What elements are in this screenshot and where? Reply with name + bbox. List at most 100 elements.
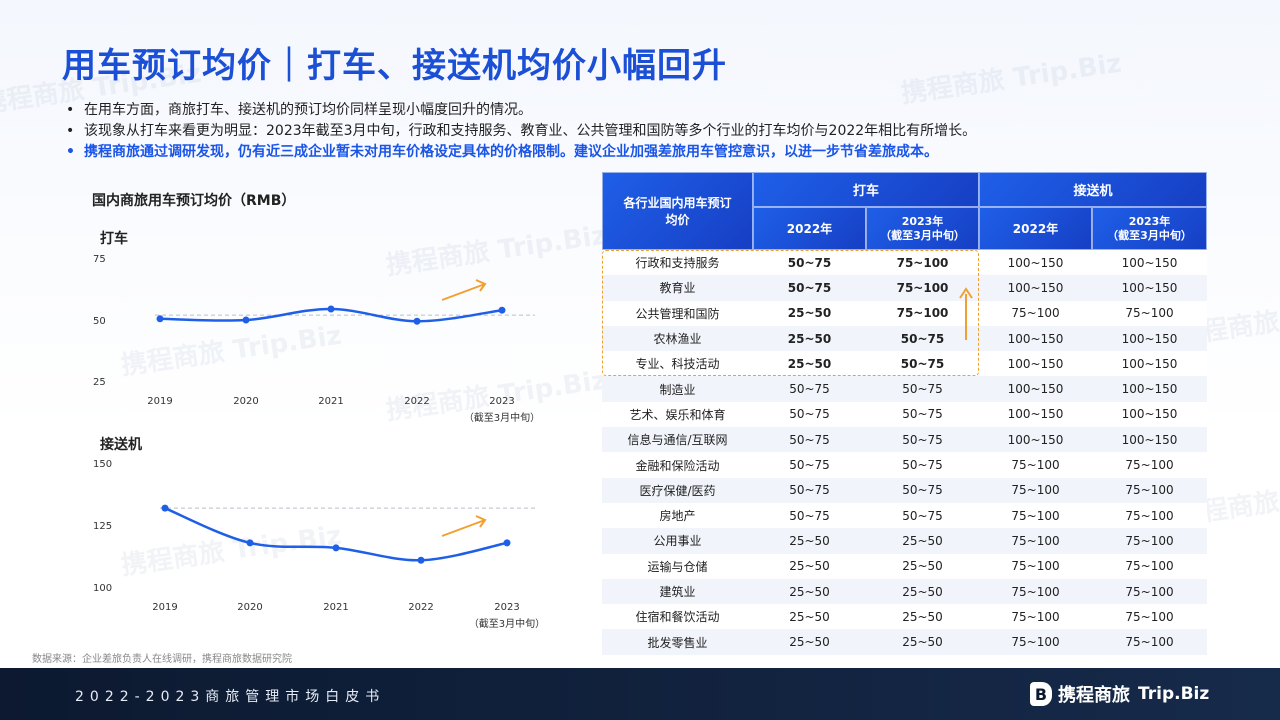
table-cell-value: 25~50: [753, 325, 866, 352]
x-tick-note: （截至3月中旬）: [463, 413, 541, 424]
table-cell-industry: 运输与仓储: [602, 553, 753, 579]
data-point: [161, 504, 169, 512]
data-point: [242, 316, 250, 324]
table-cell-value: 75~100: [979, 502, 1092, 529]
y-tick-label: 25: [93, 377, 106, 388]
table-cell-value: 75~100: [1092, 502, 1207, 529]
data-point: [503, 539, 511, 547]
trend-arrow-head: [475, 279, 487, 292]
x-tick-label: 2020: [210, 599, 290, 616]
table-row: 制造业 50~75 50~75 100~150 100~150: [602, 376, 1207, 402]
chart-subtitle-taxi: 打车: [100, 231, 128, 247]
trend-arrow: [441, 519, 486, 537]
table-row: 建筑业 25~50 25~50 75~100 75~100: [602, 578, 1207, 605]
table-cell-industry: 批发零售业: [602, 629, 753, 655]
table-cell-industry: 房地产: [602, 502, 753, 529]
data-point: [498, 306, 506, 314]
table-cell-value: 75~100: [1092, 300, 1207, 326]
x-tick-year: 2020: [237, 602, 263, 613]
table-cell-value: 75~100: [979, 477, 1092, 503]
x-tick-label: 2023 （截至3月中旬）: [467, 599, 547, 633]
footer-bar: 2022-2023商旅管理市场白皮书 B 携程商旅 Trip.Biz: [0, 668, 1280, 720]
table-header-2023: 2023年 （截至3月中旬）: [866, 207, 979, 250]
x-tick-label: 2021: [291, 393, 371, 410]
table-cell-industry: 信息与通信/互联网: [602, 427, 753, 453]
table-cell-value: 25~50: [753, 629, 866, 655]
brand-logo: B 携程商旅 Trip.Biz: [1030, 681, 1209, 707]
table-cell-value: 50~75: [866, 427, 979, 453]
x-tick-label: 2022: [377, 393, 457, 410]
table-row: 运输与仓储 25~50 25~50 75~100 75~100: [602, 553, 1207, 579]
brand-mark-icon: B: [1030, 682, 1052, 706]
table-cell-industry: 专业、科技活动: [602, 351, 753, 377]
table-cell-industry: 农林渔业: [602, 325, 753, 352]
table-cell-industry: 制造业: [602, 376, 753, 402]
table-cell-value: 100~150: [979, 427, 1092, 453]
table-cell-value: 25~50: [866, 629, 979, 655]
data-point: [332, 544, 340, 552]
data-point: [246, 539, 254, 547]
x-tick-year: 2022: [404, 396, 430, 407]
table-cell-value: 75~100: [979, 604, 1092, 630]
table-cell-value: 50~75: [753, 275, 866, 301]
table-row: 医疗保健/医药 50~75 50~75 75~100 75~100: [602, 477, 1207, 503]
table-cell-value: 100~150: [1092, 275, 1207, 301]
table-cell-value: 75~100: [1092, 553, 1207, 579]
table-body: 行政和支持服务 50~75 75~100 100~150 100~150 教育业 50~75…: [602, 250, 1207, 655]
table-cell-value: 50~75: [866, 401, 979, 428]
table-cell-value: 50~75: [753, 427, 866, 453]
table-row: 公用事业 25~50 25~50 75~100 75~100: [602, 528, 1207, 554]
x-tick-year: 2021: [323, 602, 349, 613]
table-cell-industry: 行政和支持服务: [602, 250, 753, 276]
table-cell-value: 75~100: [979, 629, 1092, 655]
table-cell-value: 100~150: [1092, 427, 1207, 453]
x-tick-label: 2022: [381, 599, 461, 616]
table-header-airport: 接送机: [979, 172, 1207, 207]
table-header-2023-note: （截至3月中旬）: [880, 228, 965, 242]
table-cell-value: 50~75: [753, 452, 866, 478]
table-row: 金融和保险活动 50~75 50~75 75~100 75~100: [602, 452, 1207, 478]
table-cell-industry: 建筑业: [602, 578, 753, 605]
table-cell-value: 100~150: [979, 275, 1092, 301]
data-point: [417, 556, 425, 564]
table-cell-value: 75~100: [1092, 528, 1207, 554]
table-cell-value: 75~100: [979, 300, 1092, 326]
table-cell-value: 50~75: [753, 477, 866, 503]
table-cell-value: 50~75: [866, 376, 979, 402]
bullet-item: 该现象从打车来看更为明显：2023年截至3月中旬，行政和支持服务、教育业、公共管…: [62, 121, 1242, 142]
table-header-2023-year: 2023年: [901, 214, 944, 228]
x-tick-label: 2019: [125, 599, 205, 616]
table-cell-value: 25~50: [753, 351, 866, 377]
table-cell-value: 75~100: [1092, 452, 1207, 478]
table-cell-value: 25~50: [753, 300, 866, 326]
table-cell-value: 75~100: [979, 578, 1092, 605]
table-cell-value: 75~100: [979, 452, 1092, 478]
table-row: 批发零售业 25~50 25~50 75~100 75~100: [602, 629, 1207, 655]
x-tick-note: （截至3月中旬）: [468, 619, 546, 630]
table-cell-industry: 金融和保险活动: [602, 452, 753, 478]
table-cell-value: 100~150: [1092, 376, 1207, 402]
table-header-taxi: 打车: [753, 172, 979, 207]
x-tick-year: 2019: [147, 396, 173, 407]
y-tick-label: 100: [93, 583, 113, 594]
x-tick-label: 2023 （截至3月中旬）: [462, 393, 542, 427]
table-cell-value: 100~150: [979, 376, 1092, 402]
bullet-item: 在用车方面，商旅打车、接送机的预订均价同样呈现小幅度回升的情况。: [62, 100, 1242, 121]
table-row: 专业、科技活动 25~50 50~75 100~150 100~150: [602, 351, 1207, 377]
x-tick-year: 2019: [152, 602, 178, 613]
table-header-2022: 2022年: [979, 207, 1092, 250]
trend-arrow: [441, 283, 486, 301]
x-tick-year: 2020: [233, 396, 259, 407]
table-header-2023: 2023年 （截至3月中旬）: [1092, 207, 1207, 250]
x-tick-label: 2019: [120, 393, 200, 410]
line-charts: [155, 279, 535, 564]
x-tick-year: 2021: [318, 396, 344, 407]
y-tick-label: 50: [93, 315, 106, 327]
table-cell-industry: 公用事业: [602, 528, 753, 554]
table-cell-value: 100~150: [1092, 401, 1207, 428]
table-cell-value: 100~150: [979, 401, 1092, 428]
table-header-2023-note: （截至3月中旬）: [1107, 228, 1192, 242]
table-cell-value: 25~50: [866, 553, 979, 579]
table-cell-value: 25~50: [866, 528, 979, 554]
table-cell-value: 50~75: [753, 502, 866, 529]
